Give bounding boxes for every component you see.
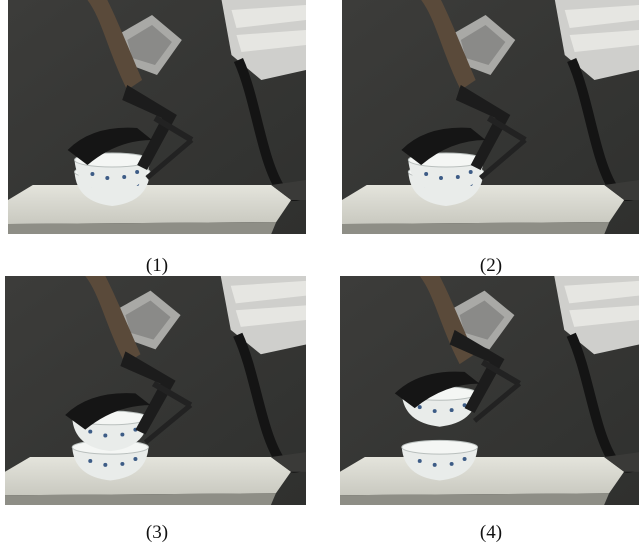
- caption: (1): [117, 256, 197, 275]
- photo: [342, 0, 639, 234]
- caption: (3): [117, 523, 197, 542]
- caption: (2): [451, 256, 531, 275]
- photo: [5, 276, 306, 505]
- figure: (1) (2) (3) (4) (() => { const data = JS…: [0, 0, 639, 546]
- caption: (4): [451, 523, 531, 542]
- photo: [340, 276, 639, 505]
- photo: [8, 0, 306, 234]
